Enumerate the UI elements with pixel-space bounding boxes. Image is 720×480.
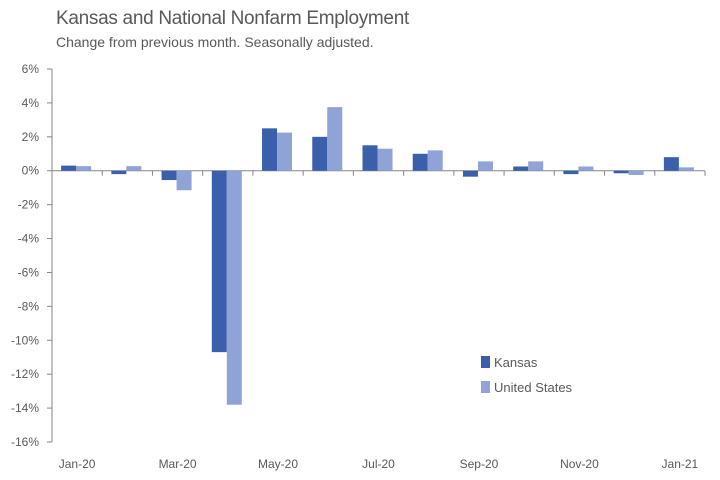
bar-kansas-may-20	[262, 128, 278, 171]
bar-united-states-jan-20	[76, 166, 92, 171]
y-tick-label: 2%	[22, 130, 40, 144]
bar-kansas-apr-20	[211, 170, 227, 353]
bar-kansas-nov-20	[563, 170, 579, 175]
bar-united-states-mar-20	[176, 170, 192, 191]
x-tick-label: Jul-20	[362, 457, 395, 471]
y-tick-label: -14%	[11, 401, 39, 415]
bar-kansas-jul-20	[362, 145, 378, 171]
bar-kansas-jan-21	[663, 157, 679, 171]
bar-united-states-oct-20	[528, 161, 544, 171]
y-tick-label: -4%	[18, 232, 40, 246]
x-tick-label: Mar-20	[159, 457, 197, 471]
y-tick-label: -2%	[18, 198, 40, 212]
bar-united-states-jun-20	[327, 107, 343, 171]
chart-title: Kansas and National Nonfarm Employment	[56, 8, 409, 29]
bar-united-states-jan-21	[678, 167, 694, 171]
x-tick-label: Jan-21	[662, 457, 699, 471]
bar-kansas-mar-20	[161, 170, 177, 181]
y-tick-label: -12%	[11, 367, 39, 381]
y-tick-label: -8%	[18, 299, 40, 313]
legend-label: Kansas	[494, 355, 538, 370]
bar-united-states-sep-20	[477, 161, 493, 171]
y-tick-label: -16%	[11, 435, 39, 449]
bar-united-states-feb-20	[126, 166, 142, 171]
bar-kansas-oct-20	[513, 166, 529, 171]
bar-kansas-jun-20	[312, 136, 328, 171]
y-tick-label: 4%	[22, 96, 40, 110]
bar-united-states-dec-20	[628, 170, 644, 175]
y-tick-label: -10%	[11, 333, 39, 347]
x-tick-label: Sep-20	[460, 457, 499, 471]
bar-kansas-feb-20	[111, 170, 127, 175]
y-tick-label: 6%	[22, 62, 40, 76]
x-tick-label: Nov-20	[560, 457, 599, 471]
bar-united-states-apr-20	[226, 170, 242, 405]
bar-united-states-aug-20	[427, 150, 443, 171]
bar-united-states-may-20	[277, 132, 293, 171]
x-tick-label: Jan-20	[59, 457, 96, 471]
legend-label: United States	[494, 380, 573, 395]
y-tick-label: 0%	[22, 164, 40, 178]
bar-united-states-nov-20	[578, 166, 594, 171]
legend-swatch-0	[481, 356, 490, 368]
x-tick-label: May-20	[258, 457, 298, 471]
y-tick-label: -6%	[18, 265, 40, 279]
bar-kansas-sep-20	[462, 170, 478, 177]
bar-kansas-aug-20	[412, 153, 428, 171]
bar-united-states-jul-20	[377, 148, 393, 171]
legend-swatch-1	[481, 381, 490, 393]
bar-kansas-dec-20	[613, 170, 629, 174]
bar-kansas-jan-20	[61, 165, 77, 171]
chart-subtitle: Change from previous month. Seasonally a…	[56, 34, 374, 50]
